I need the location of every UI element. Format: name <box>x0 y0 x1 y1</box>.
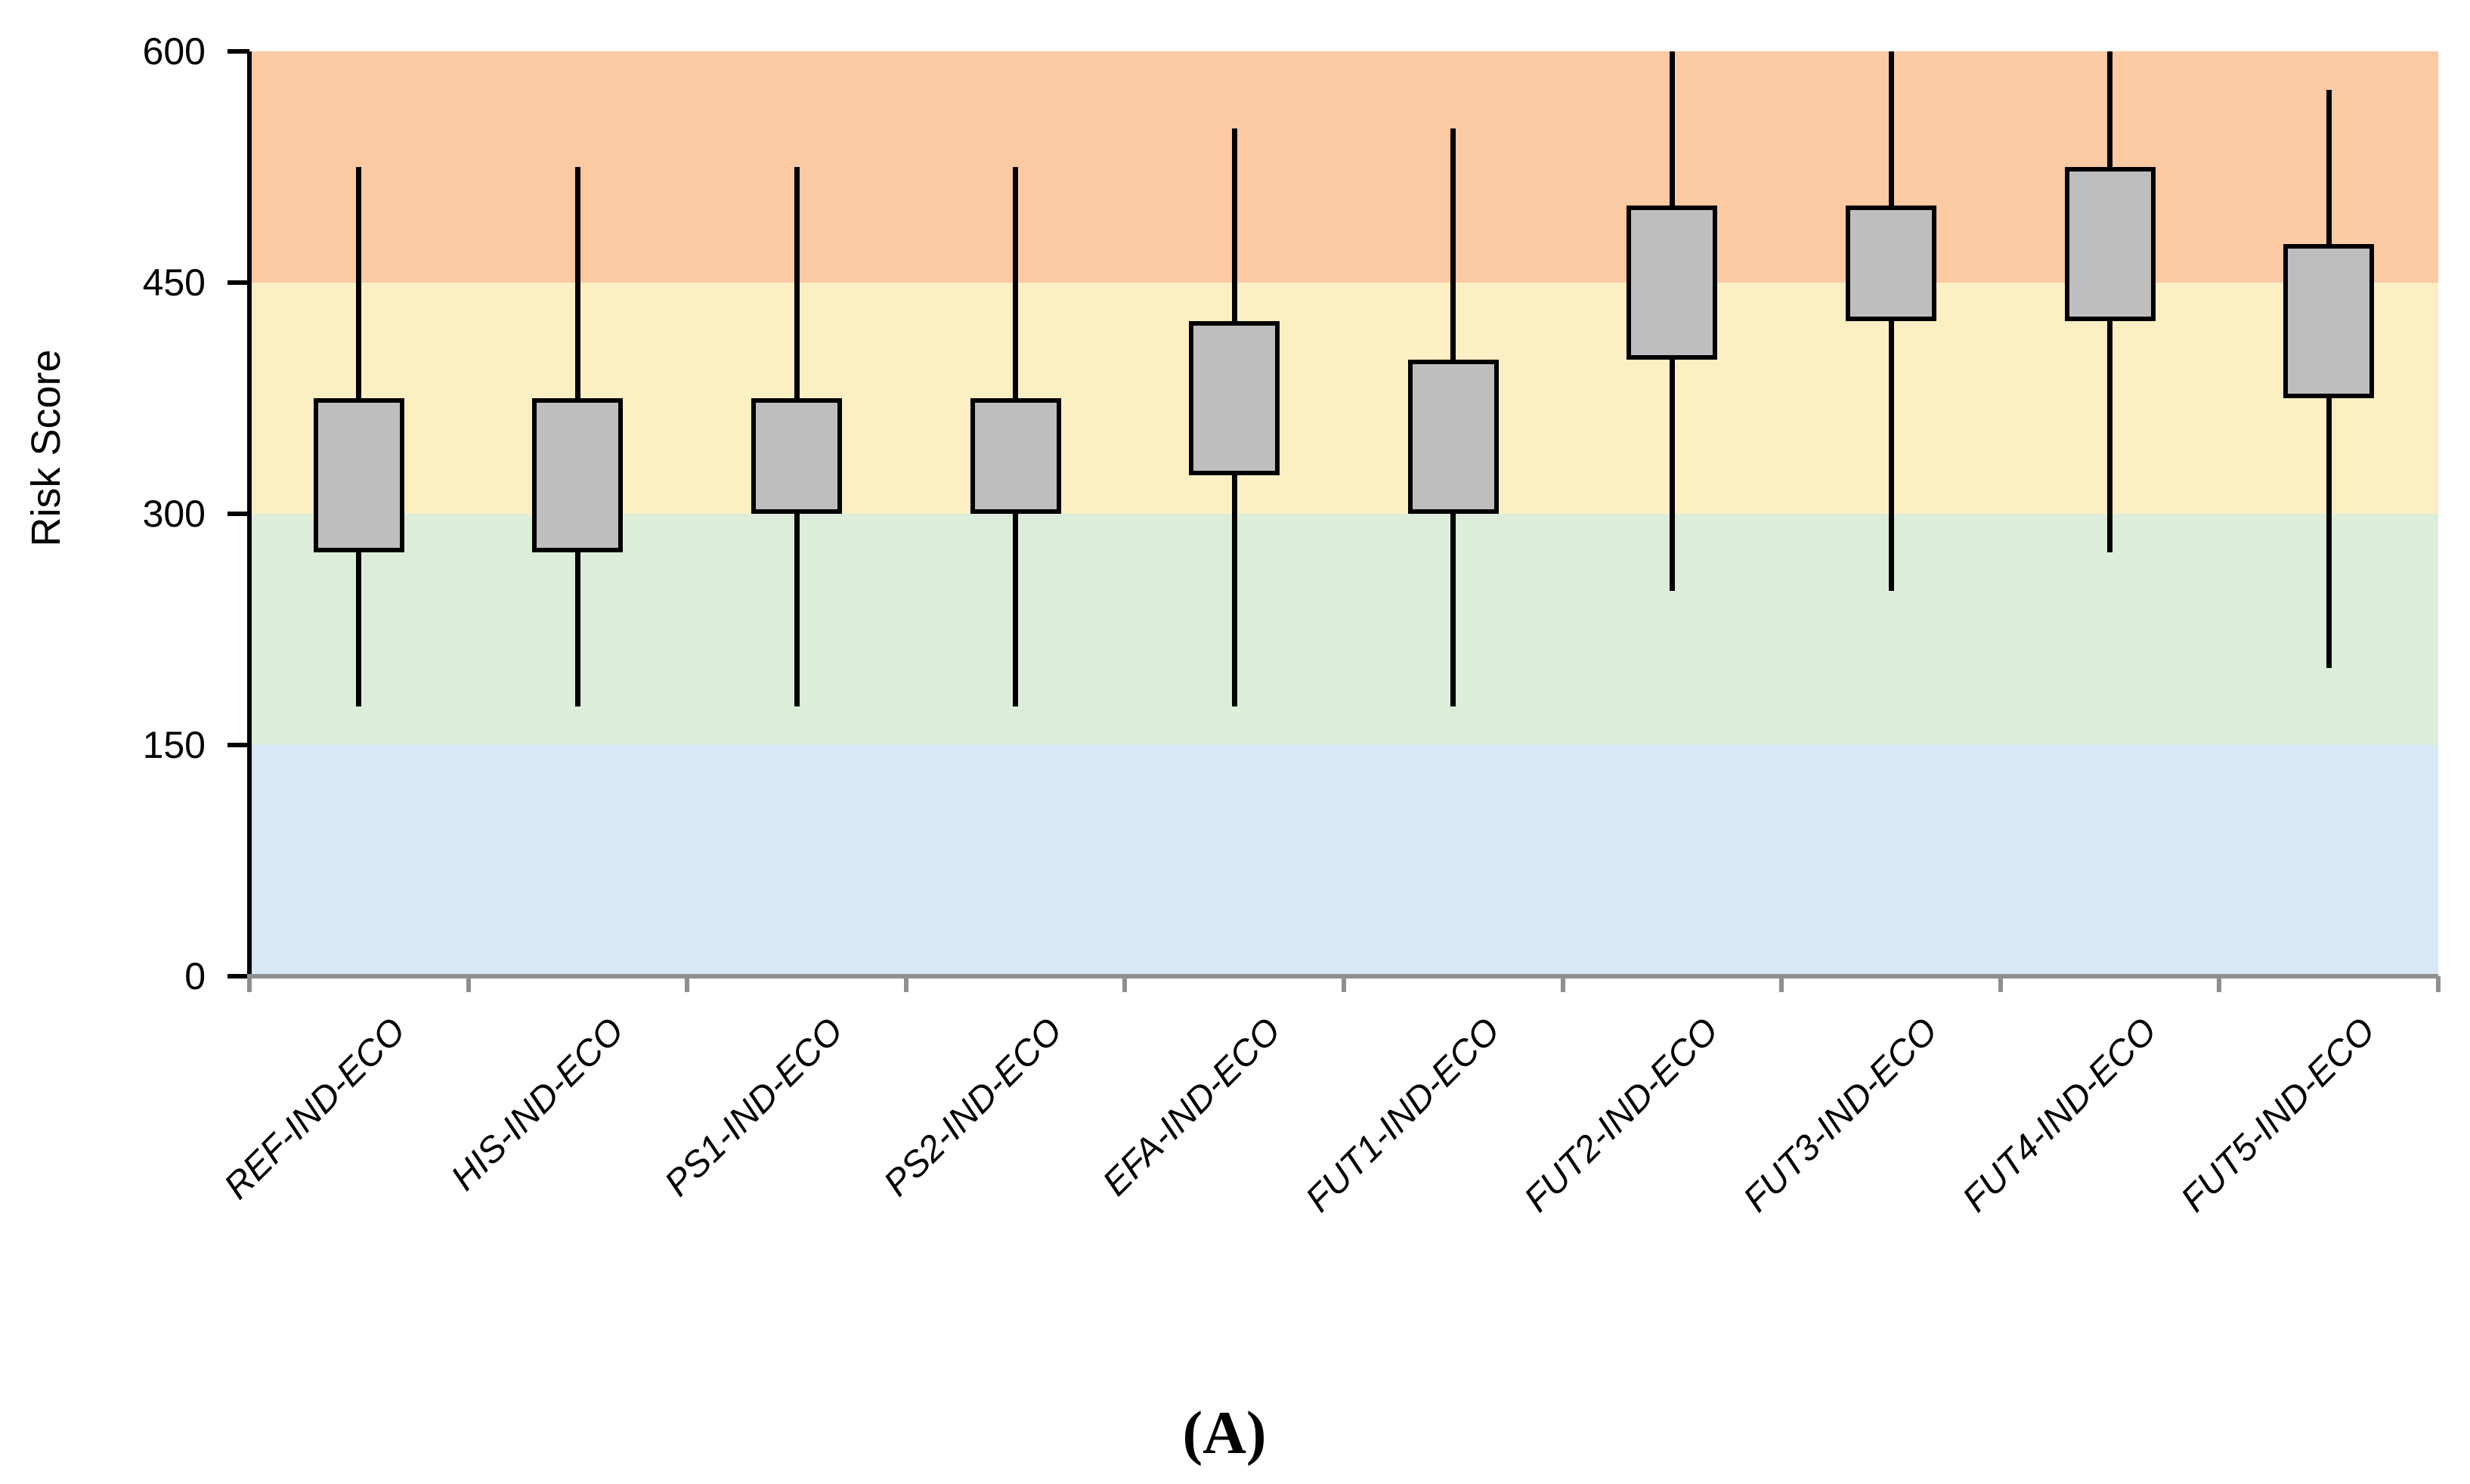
box-REF-IND-ECO <box>313 398 404 552</box>
box-PS2-IND-ECO <box>970 398 1061 514</box>
x-tick-5 <box>1342 976 1346 992</box>
box-FUT4-IND-ECO <box>2064 167 2156 321</box>
x-category-label-EFA-IND-ECO: EFA-IND-ECO <box>1095 1010 1289 1204</box>
box-FUT2-IND-ECO <box>1627 206 1718 360</box>
y-tick-label-0: 0 <box>184 955 206 997</box>
x-category-label-PS2-IND-ECO: PS2-IND-ECO <box>876 1010 1070 1204</box>
x-tick-2 <box>685 976 690 992</box>
x-tick-8 <box>1998 976 2003 992</box>
whisker-FUT3-IND-ECO <box>1888 51 1894 591</box>
x-tick-3 <box>903 976 908 992</box>
box-EFA-IND-ECO <box>1189 321 1280 475</box>
x-category-label-REF-IND-ECO: REF-IND-ECO <box>216 1010 413 1207</box>
risk-band-150-300 <box>249 514 2438 745</box>
x-tick-1 <box>466 976 471 992</box>
x-category-label-FUT5-IND-ECO: FUT5-IND-ECO <box>2174 1010 2383 1220</box>
x-category-label-PS1-IND-ECO: PS1-IND-ECO <box>657 1010 851 1204</box>
x-category-label-FUT1-IND-ECO: FUT1-IND-ECO <box>1298 1010 1508 1220</box>
risk-band-0-150 <box>249 745 2438 976</box>
x-tick-7 <box>1779 976 1784 992</box>
y-tick-450 <box>228 280 249 285</box>
x-tick-6 <box>1560 976 1565 992</box>
y-tick-label-300: 300 <box>142 493 206 535</box>
x-category-label-HIS-IND-ECO: HIS-IND-ECO <box>444 1010 633 1198</box>
box-FUT3-IND-ECO <box>1846 206 1936 321</box>
figure-caption: (A) <box>1182 1400 1267 1467</box>
x-category-label-FUT3-IND-ECO: FUT3-IND-ECO <box>1735 1010 1945 1220</box>
x-tick-9 <box>2217 976 2222 992</box>
x-category-label-FUT2-IND-ECO: FUT2-IND-ECO <box>1517 1010 1727 1220</box>
x-category-label-FUT4-IND-ECO: FUT4-IND-ECO <box>1955 1010 2165 1220</box>
y-axis-line <box>247 51 252 979</box>
y-tick-label-150: 150 <box>142 724 206 766</box>
y-tick-0 <box>228 974 249 979</box>
box-HIS-IND-ECO <box>532 398 624 552</box>
y-tick-600 <box>228 49 249 54</box>
box-PS1-IND-ECO <box>751 398 842 514</box>
y-tick-300 <box>228 512 249 516</box>
y-tick-150 <box>228 743 249 747</box>
x-tick-10 <box>2436 976 2441 992</box>
y-tick-label-450: 450 <box>142 261 206 304</box>
y-tick-label-600: 600 <box>142 30 206 73</box>
x-tick-0 <box>247 976 252 992</box>
box-FUT5-IND-ECO <box>2283 244 2375 398</box>
box-FUT1-IND-ECO <box>1407 360 1499 514</box>
x-tick-4 <box>1122 976 1128 992</box>
